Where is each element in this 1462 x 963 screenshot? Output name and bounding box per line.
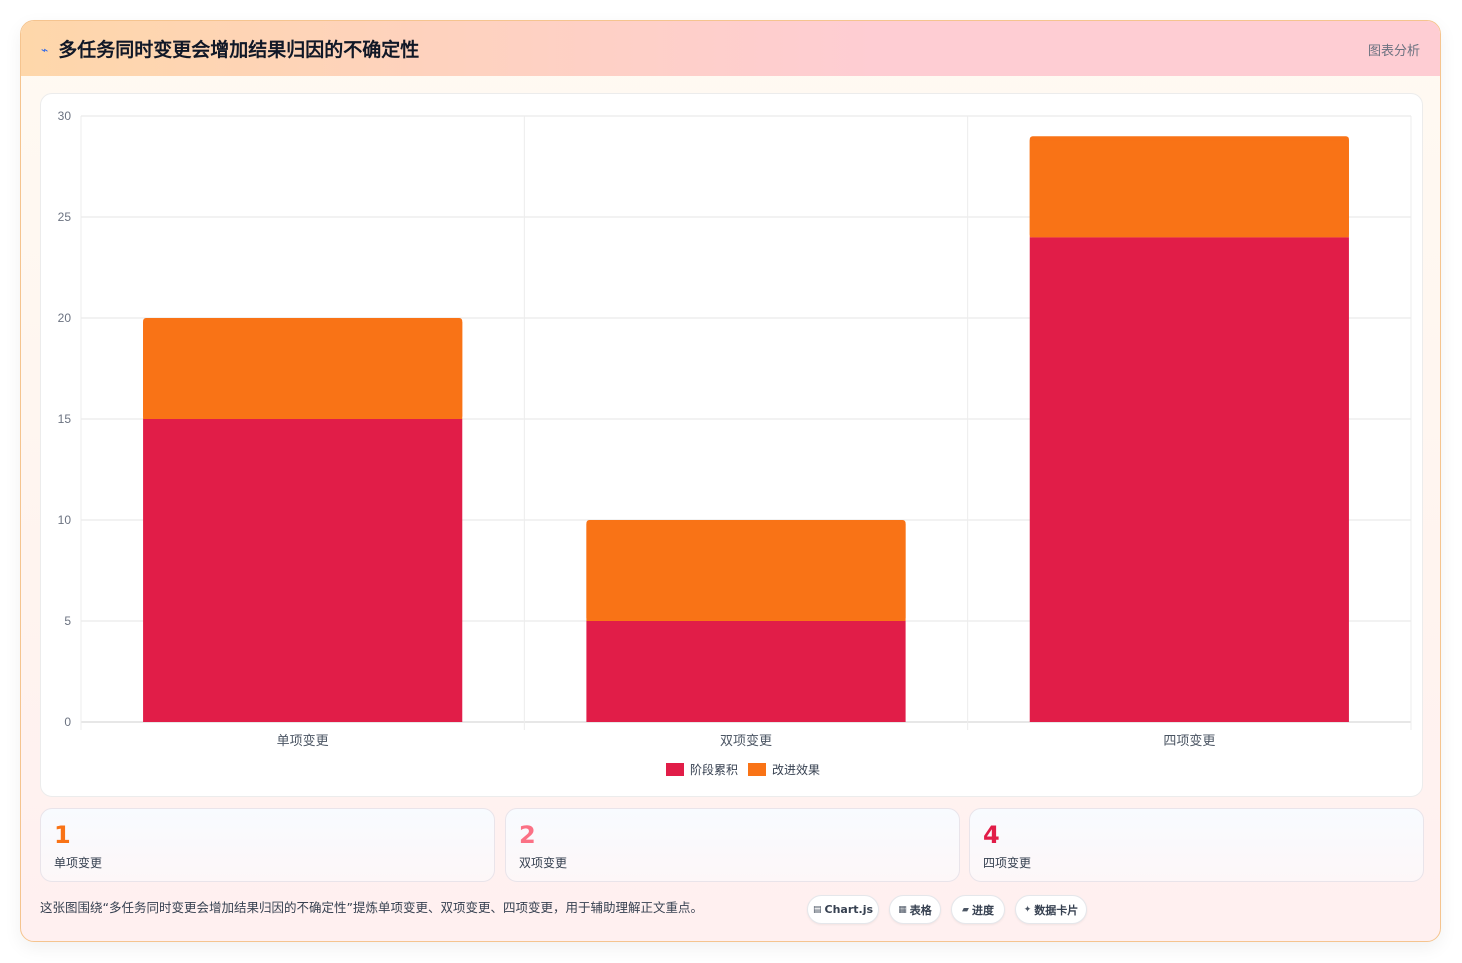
bar-fill <box>586 524 906 621</box>
stat-value: 2 <box>519 821 536 849</box>
y-tick-label: 10 <box>58 513 72 527</box>
x-tick-label: 四项变更 <box>1163 733 1215 749</box>
bar-fill <box>1029 140 1349 238</box>
y-tick-label: 0 <box>64 715 71 729</box>
chip-label: 数据卡片 <box>1034 903 1079 917</box>
chart-card: ⌁ 多任务同时变更会增加结果归因的不确定性 图表分析 0 5 10 15 20 25 30 单… <box>20 20 1441 942</box>
sparkle-icon: ✦ <box>1023 904 1032 915</box>
table-icon: ▦ <box>898 904 907 915</box>
arrow-icon: ⌁ <box>41 42 49 57</box>
stat-value: 4 <box>983 821 1000 849</box>
chip-progress[interactable]: ▰ 进度 <box>951 895 1005 924</box>
stat-value: 1 <box>54 821 71 849</box>
legend-label: 阶段累积 <box>690 762 738 777</box>
stat-card-quad: 4 四项变更 <box>969 808 1424 882</box>
stat-label: 单项变更 <box>54 856 103 870</box>
bar-stage <box>143 419 463 722</box>
card-header: ⌁ 多任务同时变更会增加结果归因的不确定性 图表分析 <box>21 21 1440 76</box>
chip-label: 表格 <box>909 903 932 917</box>
x-tick-label: 单项变更 <box>277 733 329 749</box>
bar-fill <box>143 322 463 419</box>
chart-title: 多任务同时变更会增加结果归因的不确定性 <box>58 39 420 61</box>
chip-chartjs[interactable]: ▤ Chart.js <box>807 895 879 924</box>
y-tick-label: 25 <box>58 210 72 224</box>
stat-label: 四项变更 <box>983 856 1032 870</box>
legend-label: 改进效果 <box>772 762 820 777</box>
chip-data-card[interactable]: ✦ 数据卡片 <box>1015 895 1087 924</box>
legend-swatch <box>666 763 684 776</box>
chart-panel: 0 5 10 15 20 25 30 单项变更 双项变更 四项变更阶段累积 改进效果 <box>40 93 1423 797</box>
progress-icon: ▰ <box>962 904 969 915</box>
chart-caption: 这张图围绕“多任务同时变更会增加结果归因的不确定性”提炼单项变更、双项变更、四项… <box>40 900 703 915</box>
y-tick-label: 20 <box>58 311 72 325</box>
chip-table[interactable]: ▦ 表格 <box>889 895 941 924</box>
x-tick-label: 双项变更 <box>720 733 772 749</box>
chip-label: 进度 <box>971 903 994 917</box>
chip-label: Chart.js <box>824 903 874 916</box>
legend-swatch <box>748 763 766 776</box>
y-tick-label: 30 <box>58 109 72 123</box>
chart-icon: ▤ <box>812 904 822 915</box>
stat-card-double: 2 双项变更 <box>505 808 960 882</box>
bar-stage <box>586 621 906 722</box>
y-tick-label: 5 <box>64 614 71 628</box>
header-tag: 图表分析 <box>1367 44 1420 59</box>
stat-label: 双项变更 <box>519 856 568 870</box>
bar-stage <box>1029 237 1349 722</box>
stat-card-single: 1 单项变更 <box>40 808 495 882</box>
y-tick-label: 15 <box>58 412 72 426</box>
